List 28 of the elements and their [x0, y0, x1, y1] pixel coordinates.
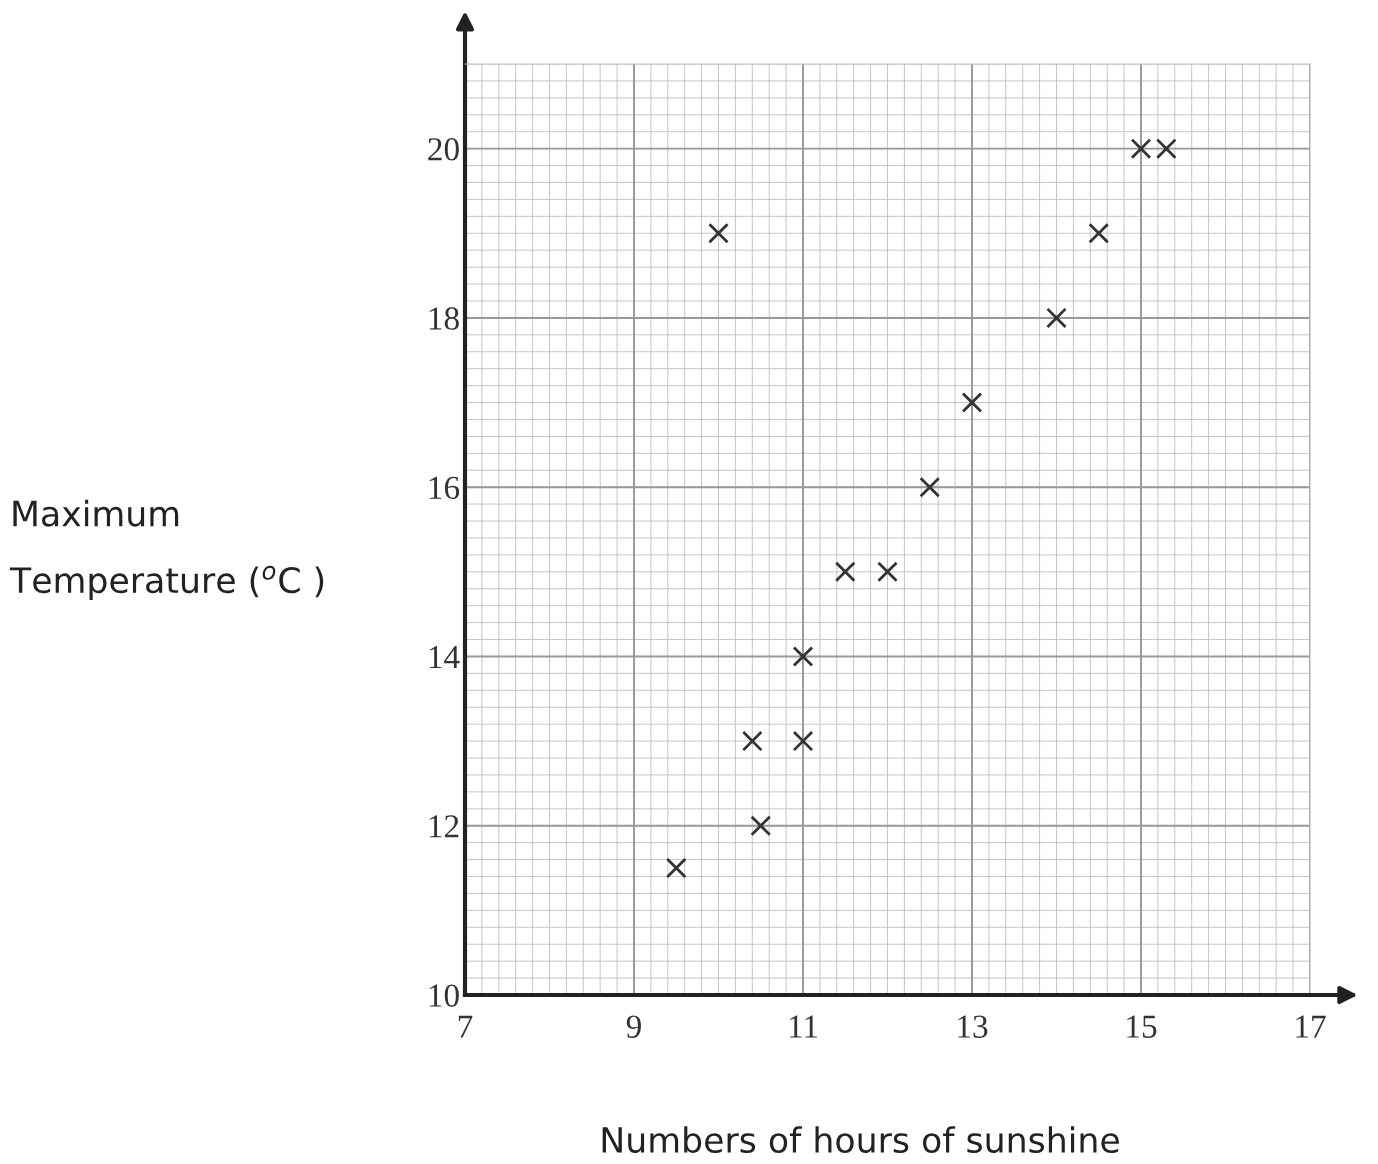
point — [1046, 307, 1067, 329]
point — [792, 646, 814, 667]
y-tick-label: 14 — [429, 646, 460, 669]
point — [708, 222, 729, 244]
point — [750, 815, 772, 837]
x-tick-label: 7 — [458, 1015, 473, 1038]
point — [1155, 138, 1177, 160]
x-tick-label: 13 — [958, 1015, 988, 1038]
point — [741, 730, 763, 752]
y-tick-label: 18 — [429, 307, 459, 330]
x-axis-title: Numbers of hours of sunshine — [602, 1126, 1119, 1154]
x-tick-label: 9 — [626, 1015, 641, 1038]
point — [919, 476, 941, 498]
point — [961, 392, 983, 413]
x-tick-label: 15 — [1127, 1015, 1157, 1038]
y-tick-label: 10 — [429, 984, 459, 1007]
point — [665, 857, 687, 879]
x-tick-label: 11 — [789, 1015, 818, 1038]
y-tick-label: 20 — [428, 138, 459, 161]
x-tick-label: 17 — [1296, 1015, 1326, 1038]
point — [1088, 222, 1110, 244]
point — [834, 561, 856, 583]
y-tick-label: 12 — [429, 815, 459, 838]
y-axis-title: Maximum Temperature ($^{o}$C ) — [9, 499, 324, 600]
point — [1130, 138, 1152, 160]
y-tick-label: 16 — [429, 476, 460, 500]
point — [792, 730, 814, 752]
point — [877, 561, 898, 583]
